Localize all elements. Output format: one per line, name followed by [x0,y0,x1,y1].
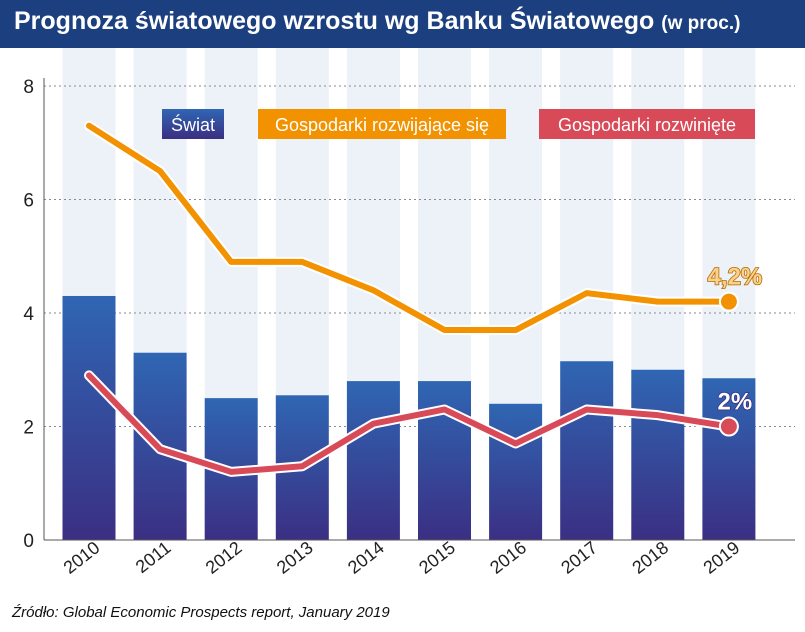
x-tick-label: 2019 [699,537,743,577]
source-note: Źródło: Global Economic Prospects report… [12,604,390,621]
legend-swatch [162,109,224,139]
y-tick-label: 2 [23,418,34,439]
series-line [86,122,732,334]
legend-label: Gospodarki rozwijające się [275,115,489,135]
end-value-label: 2% [718,389,753,416]
legend-label: Świat [171,114,215,135]
title-text: Prognoza światowego wzrostu wg Banku Świ… [14,7,655,35]
y-tick-label: 0 [23,531,34,552]
x-tick-label: 2010 [60,537,104,577]
chart-title: Prognoza światowego wzrostu wg Banku Świ… [14,7,740,36]
bar [62,295,116,540]
series-line [86,372,732,475]
end-point-marker [718,416,739,437]
end-value-label: 4,2% [708,264,763,291]
x-tick-label: 2017 [557,537,601,577]
series-lines [84,120,739,477]
bars [62,295,756,540]
y-tick-label: 4 [23,304,34,325]
title-bar: Prognoza światowego wzrostu wg Banku Świ… [0,0,805,48]
bar [346,381,400,540]
bar [631,369,685,540]
y-tick-label: 6 [23,191,34,212]
legend-label: Gospodarki rozwinięte [558,115,736,135]
unit-label: (w proc.) [661,13,741,34]
bar [489,403,543,540]
x-tick-label: 2014 [344,537,388,577]
x-tick-label: 2011 [132,537,175,577]
chart: 0 2 4 6 8 2010 2011 2012 2013 2014 2015 2016 2017 201… [23,48,795,578]
end-labels: 4,2% 2% [707,263,763,416]
x-tick-label: 2012 [202,537,246,577]
legend: Świat Gospodarki rozwijające się Gospodark… [162,109,755,139]
x-tick-label: 2013 [273,537,317,577]
end-point-marker [718,291,739,312]
bar [702,378,756,540]
x-tick-label: 2018 [628,537,672,577]
x-tick-label: 2016 [486,537,530,577]
legend-swatch [258,109,506,139]
bar [560,361,614,540]
y-tick-label: 8 [23,77,34,98]
x-tick-label: 2015 [415,537,459,577]
legend-swatch [539,109,755,139]
